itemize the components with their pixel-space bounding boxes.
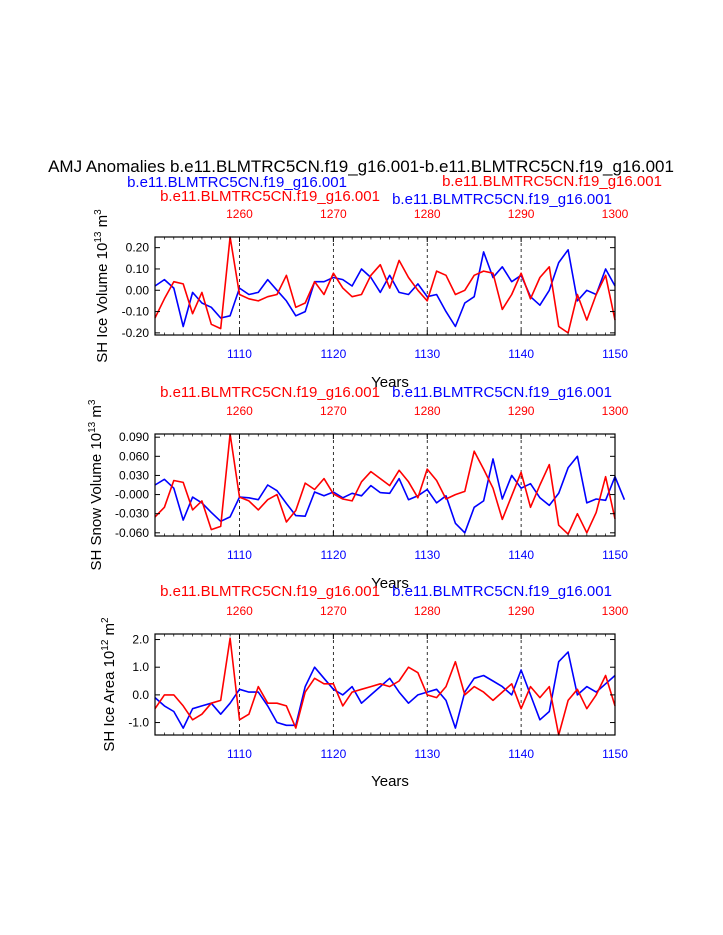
y-tick-label: 0.060 (119, 449, 149, 463)
series-line-red (154, 236, 616, 334)
y-tick-label: -0.20 (122, 326, 150, 340)
y-tick-label: 0.10 (126, 262, 150, 276)
plot-frame (154, 433, 616, 537)
x-tick-label-bottom: 1130 (414, 347, 440, 361)
y-tick-label: 0.00 (126, 283, 150, 297)
y-axis-title: SH Snow Volume 1013 m3 (87, 399, 105, 570)
x-tick-label-bottom: 1120 (320, 347, 346, 361)
x-tick-label-top: 1300 (602, 404, 629, 418)
x-tick-label-bottom: 1130 (414, 747, 440, 761)
series-line-red (154, 433, 616, 535)
x-tick-label-top: 1290 (508, 207, 535, 221)
x-tick-label-bottom: 1150 (602, 747, 628, 761)
x-axis-title: Years (371, 374, 409, 391)
x-tick-label-bottom: 1120 (320, 747, 346, 761)
x-tick-label-bottom: 1110 (227, 747, 252, 761)
x-tick-label-top: 1280 (414, 207, 441, 221)
y-axis-title: SH Ice Volume 1013 m3 (93, 209, 111, 363)
x-tick-label-bottom: 1110 (227, 347, 252, 361)
x-tick-label-bottom: 1140 (508, 548, 534, 562)
x-tick-label-top: 1300 (602, 207, 629, 221)
x-tick-label-top: 1270 (320, 207, 347, 221)
x-tick-label-top: 1260 (226, 404, 253, 418)
x-tick-label-bottom: 1140 (508, 747, 534, 761)
x-tick-label-bottom: 1140 (508, 347, 534, 361)
panel-snow-volume: b.e11.BLMTRC5CN.f19_g16.001 b.e11.BLMTRC5… (87, 384, 629, 592)
y-tick-label: 0.0 (132, 688, 149, 702)
series-line-red (154, 637, 616, 736)
y-tick-label: -0.060 (115, 526, 149, 540)
legend-top-right: b.e11.BLMTRC5CN.f19_g16.001 (442, 173, 662, 190)
plot-frame (154, 236, 616, 336)
y-tick-label: -1.0 (128, 716, 149, 730)
y-tick-label: 0.20 (126, 241, 150, 255)
series-line-blue (154, 249, 616, 328)
y-tick-label: 2.0 (132, 633, 149, 647)
x-tick-label-bottom: 1150 (602, 548, 628, 562)
red-series-label: b.e11.BLMTRC5CN.f19_g16.001 (160, 583, 380, 600)
blue-series-label: b.e11.BLMTRC5CN.f19_g16.001 (392, 583, 612, 600)
main-title: AMJ Anomalies b.e11.BLMTRC5CN.f19_g16.00… (48, 157, 674, 176)
y-axis-title: SH Ice Area 1012 m2 (100, 617, 118, 752)
x-tick-label-bottom: 1130 (414, 548, 440, 562)
x-tick-label-top: 1270 (320, 404, 347, 418)
x-tick-label-top: 1260 (226, 604, 253, 618)
y-tick-label: 1.0 (132, 660, 149, 674)
x-axis-title: Years (371, 575, 409, 592)
x-tick-label-top: 1270 (320, 604, 347, 618)
y-tick-label: -0.000 (115, 488, 149, 502)
y-tick-label: -0.10 (122, 305, 150, 319)
y-tick-label: 0.090 (119, 430, 149, 444)
x-tick-label-top: 1300 (602, 604, 629, 618)
blue-series-label: b.e11.BLMTRC5CN.f19_g16.001 (392, 384, 612, 401)
blue-series-label: b.e11.BLMTRC5CN.f19_g16.001 (392, 191, 612, 208)
panel-ice-volume: b.e11.BLMTRC5CN.f19_g16.001 b.e11.BLMTRC5… (93, 188, 629, 391)
y-tick-label: 0.030 (119, 468, 149, 482)
x-tick-label-top: 1280 (414, 604, 441, 618)
series-line-blue (154, 455, 626, 534)
x-tick-label-top: 1280 (414, 404, 441, 418)
panel-ice-area: b.e11.BLMTRC5CN.f19_g16.001 b.e11.BLMTRC5… (100, 583, 629, 790)
series-line-blue (154, 651, 616, 729)
x-tick-label-bottom: 1150 (602, 347, 628, 361)
red-series-label: b.e11.BLMTRC5CN.f19_g16.001 (160, 188, 380, 205)
y-tick-label: -0.030 (115, 507, 149, 521)
x-tick-label-top: 1260 (226, 207, 253, 221)
x-axis-title: Years (371, 773, 409, 790)
x-tick-label-bottom: 1110 (227, 548, 252, 562)
red-series-label: b.e11.BLMTRC5CN.f19_g16.001 (160, 384, 380, 401)
x-tick-label-top: 1290 (508, 604, 535, 618)
legend-top-left: b.e11.BLMTRC5CN.f19_g16.001 (127, 174, 347, 191)
x-tick-label-bottom: 1120 (320, 548, 346, 562)
x-tick-label-top: 1290 (508, 404, 535, 418)
plot-frame (154, 633, 616, 736)
